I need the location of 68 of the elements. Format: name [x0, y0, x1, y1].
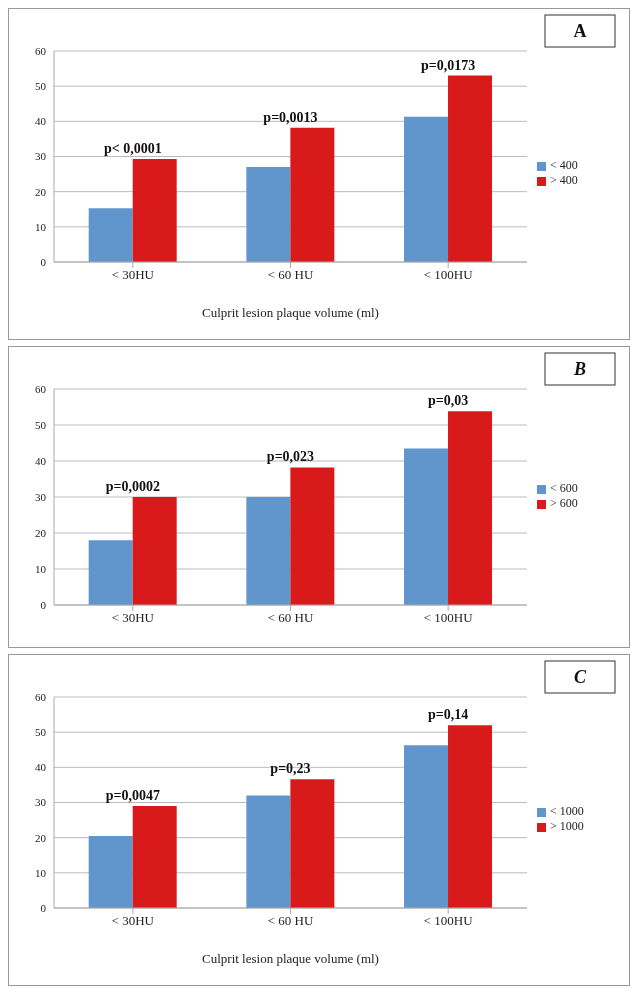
y-tick-label: 40: [35, 115, 47, 128]
x-tick-label: < 100HU: [423, 267, 474, 283]
y-tick-label: 0: [40, 255, 47, 268]
y-tick-label: 10: [35, 220, 47, 233]
bar: [448, 75, 493, 262]
bar: [404, 745, 449, 908]
x-axis-title: Culprit lesion plaque volume (ml): [202, 951, 379, 966]
y-tick-label: 20: [35, 831, 47, 844]
y-tick-label: 30: [35, 490, 47, 503]
x-tick-label: < 30HU: [111, 913, 155, 929]
legend-label: > 600: [550, 496, 578, 510]
x-tick-label: < 30HU: [111, 267, 155, 283]
bar: [404, 448, 449, 605]
y-tick-label: 20: [35, 526, 47, 539]
y-tick-label: 40: [35, 761, 47, 774]
y-tick-label: 60: [35, 44, 47, 57]
annotation: p=0,0002: [105, 479, 160, 494]
bar: [404, 116, 449, 262]
bar: [246, 497, 291, 605]
bar: [448, 411, 493, 605]
text: C: [573, 667, 587, 687]
bar: [132, 806, 177, 908]
y-tick-label: 30: [35, 796, 47, 809]
bar: [448, 725, 493, 908]
bar: [290, 467, 335, 605]
y-tick-label: 50: [35, 80, 47, 93]
annotation: p=0,14: [428, 707, 469, 723]
bar: [246, 167, 291, 262]
text: B: [572, 359, 587, 379]
text: A: [573, 21, 587, 41]
y-tick-label: 60: [35, 382, 47, 395]
bar: [132, 158, 177, 262]
bar: [290, 127, 335, 262]
y-tick-label: 10: [35, 866, 47, 879]
y-tick-label: 50: [35, 726, 47, 739]
annotation: p=0,0047: [105, 788, 160, 804]
y-tick-label: 20: [35, 185, 47, 198]
bar: [132, 497, 177, 605]
annotation: p=0,023: [266, 449, 315, 465]
legend-label: < 600: [550, 481, 578, 495]
y-tick-label: 40: [35, 454, 47, 467]
y-tick-label: 50: [35, 418, 47, 431]
legend-label: < 400: [550, 158, 578, 172]
bar: [88, 540, 133, 605]
annotation: p< 0,0001: [103, 140, 162, 156]
x-tick-label: < 100HU: [423, 913, 474, 929]
annotation: p=0,0013: [263, 109, 318, 125]
y-tick-label: 0: [40, 901, 47, 914]
legend-label: < 1000: [550, 804, 584, 818]
y-tick-label: 10: [35, 562, 47, 575]
bar: [88, 208, 133, 262]
annotation: p=0,03: [428, 393, 469, 409]
x-tick-label: < 60 HU: [267, 913, 314, 929]
annotation: p=0,23: [270, 761, 311, 777]
x-tick-label: < 60 HU: [267, 610, 314, 626]
bar: [88, 835, 133, 908]
x-axis-title: Culprit lesion plaque volume (ml): [202, 305, 379, 320]
y-tick-label: 0: [40, 598, 47, 611]
y-tick-label: 60: [35, 690, 47, 703]
bar: [246, 795, 291, 908]
annotation: p=0,0173: [421, 57, 476, 73]
bar: [290, 779, 335, 908]
x-tick-label: < 30HU: [111, 610, 155, 626]
y-tick-label: 30: [35, 150, 47, 163]
legend-label: > 1000: [550, 819, 584, 833]
x-tick-label: < 100HU: [423, 610, 474, 626]
legend-label: > 400: [550, 173, 578, 187]
x-tick-label: < 60 HU: [267, 267, 314, 283]
